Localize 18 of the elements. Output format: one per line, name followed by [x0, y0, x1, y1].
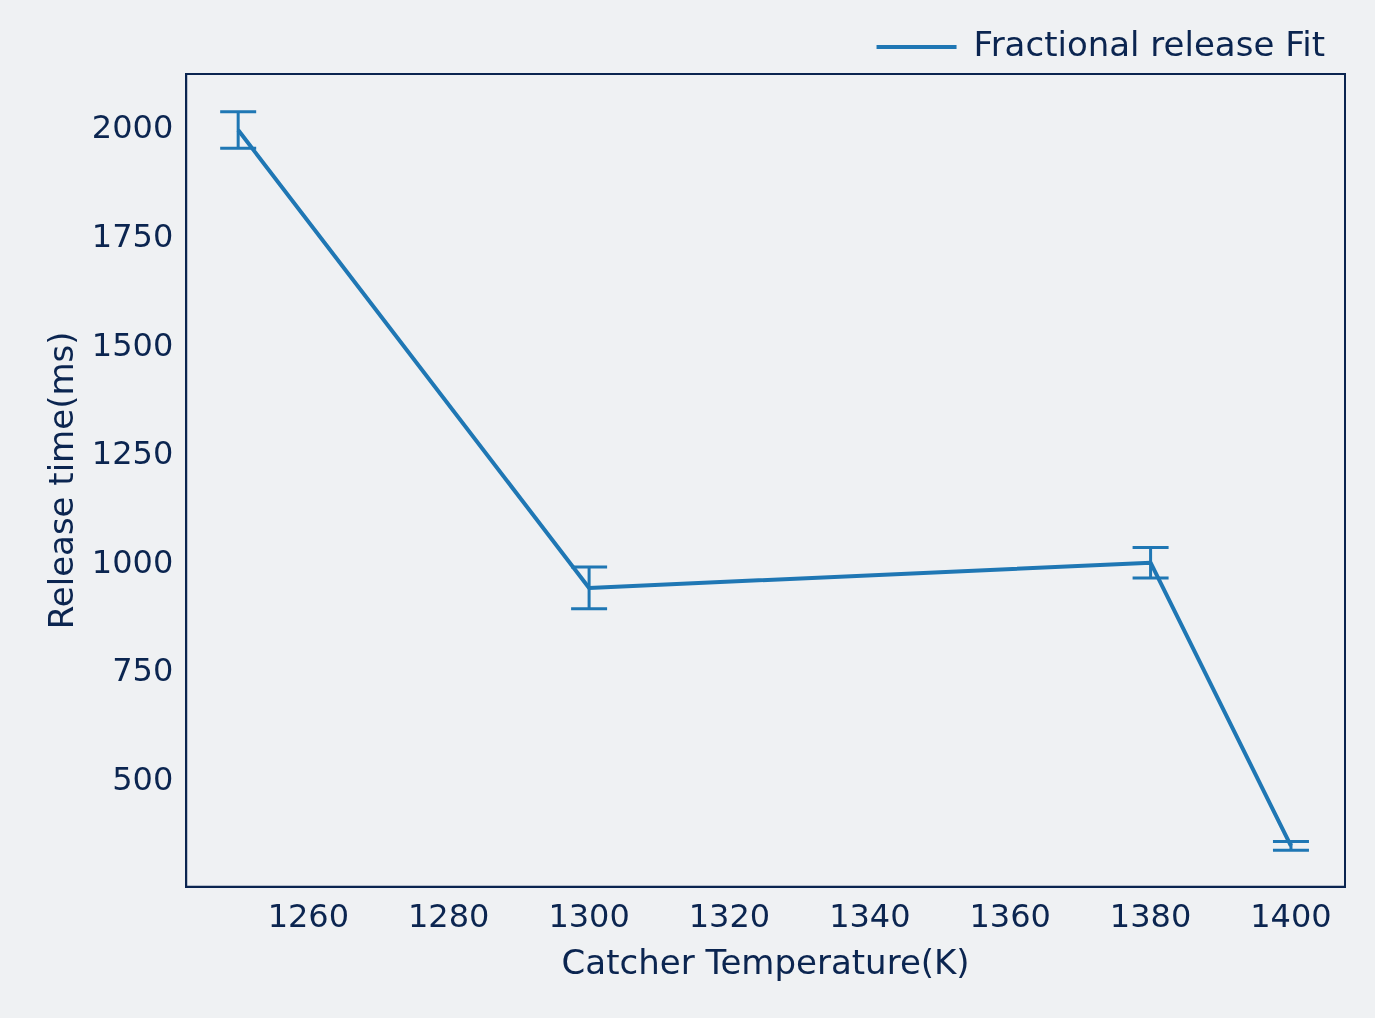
x-tick-label: 1400 — [1250, 897, 1332, 936]
y-tick-label: 1500 — [91, 325, 174, 364]
x-tick-label: 1320 — [688, 897, 771, 936]
y-tick-label: 1250 — [91, 434, 174, 473]
y-tick-label: 1000 — [91, 542, 174, 581]
x-tick-label: 1260 — [267, 897, 350, 936]
y-tick-label: 750 — [112, 651, 174, 690]
legend-label: Fractional release Fit — [973, 23, 1326, 64]
y-tick-label: 1750 — [91, 216, 174, 255]
x-tick-label: 1300 — [548, 897, 630, 936]
x-tick-label: 1280 — [408, 897, 490, 936]
y-tick-label: 500 — [112, 759, 174, 798]
x-tick-label: 1340 — [829, 897, 911, 936]
y-axis-title: Release time(ms) — [41, 331, 82, 630]
y-tick-label: 2000 — [91, 108, 174, 147]
x-tick-label: 1360 — [969, 897, 1051, 936]
x-tick-label: 1380 — [1109, 897, 1192, 936]
x-axis-title: Catcher Temperature(K) — [561, 942, 970, 983]
